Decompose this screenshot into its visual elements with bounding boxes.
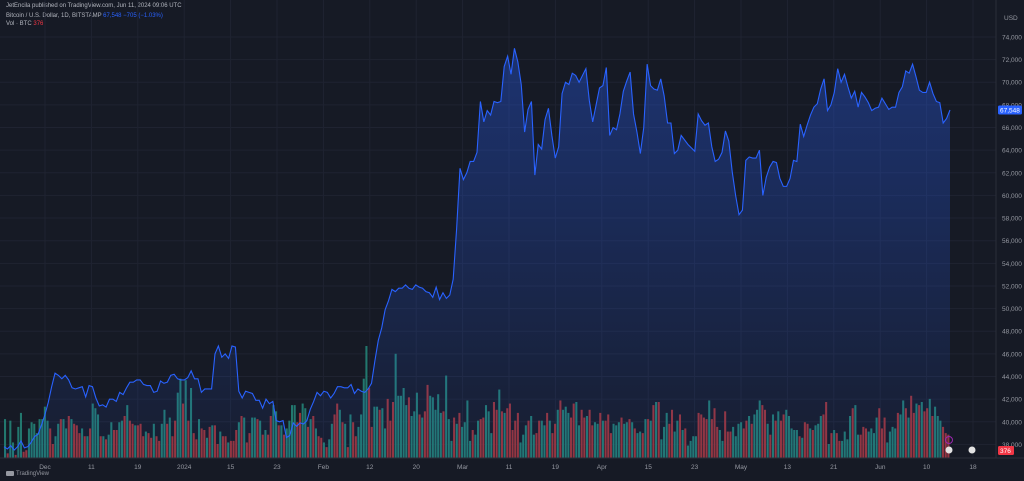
price-tick-label: 54,000 (1002, 261, 1022, 268)
price-tick-label: 60,000 (1002, 193, 1022, 200)
time-tick-label: Jun (875, 464, 886, 471)
price-line (3, 48, 951, 451)
event-marker-icon[interactable] (945, 436, 953, 444)
price-tick-label: 74,000 (1002, 34, 1022, 41)
price-tick-label: 44,000 (1002, 374, 1022, 381)
price-tick-label: 48,000 (1002, 329, 1022, 336)
time-tick-label: 23 (691, 464, 699, 471)
publisher-note: JetEncila published on TradingView.com, … (6, 3, 182, 9)
time-tick-label: 10 (923, 464, 931, 471)
time-axis: Dec 11 19 2024 15 23 Feb 12 20 Mar 11 19 Apr 15 23 May 1… (39, 464, 977, 471)
tradingview-logo-icon (6, 470, 14, 476)
time-tick-label: 19 (552, 464, 560, 471)
price-change: 67,548 −705 (−1.03%) (103, 13, 163, 19)
last-price-tag-box (998, 105, 1022, 115)
price-tick-label: 46,000 (1002, 351, 1022, 358)
last-price-tag-text: 67,548 (1000, 107, 1020, 114)
last-volume-tag: 376 (998, 446, 1014, 455)
volume-bar (4, 419, 7, 458)
price-tick-label: 50,000 (1002, 306, 1022, 313)
news-marker-icon[interactable] (945, 446, 953, 454)
currency-label: USD (1004, 15, 1018, 22)
price-tick-label: 64,000 (1002, 148, 1022, 155)
time-tick-label: Feb (318, 464, 330, 471)
volume-bar (30, 422, 33, 458)
last-volume-tag-box (998, 446, 1014, 455)
time-tick-label: 12 (366, 464, 374, 471)
volume-bar (27, 428, 30, 458)
time-tick-label: 11 (88, 464, 95, 471)
time-tick-label: 20 (413, 464, 421, 471)
price-tick-label: 58,000 (1002, 216, 1022, 223)
event-markers[interactable] (945, 436, 976, 454)
time-tick-label: 19 (134, 464, 142, 471)
price-tick-label: 40,000 (1002, 419, 1022, 426)
last-volume-tag-text: 376 (1000, 448, 1011, 455)
volume-bar (19, 412, 23, 458)
symbol-name: Bitcoin / U.S. Dollar, 1D, BITSTAMP (6, 13, 102, 19)
price-tick-label: 52,000 (1002, 283, 1022, 290)
price-tick-label: 66,000 (1002, 125, 1022, 132)
volume-bar (9, 420, 12, 458)
time-tick-label: 2024 (177, 464, 192, 471)
price-area (4, 48, 950, 458)
time-tick-label: Dec (39, 464, 51, 471)
news-marker-icon[interactable] (968, 446, 976, 454)
price-tick-label: 38,000 (1002, 442, 1022, 449)
volume-legend: Vol · BTC 376 (6, 21, 43, 27)
time-tick-label: May (735, 464, 748, 471)
price-tick-label: 62,000 (1002, 170, 1022, 177)
time-tick-label: 15 (645, 464, 653, 471)
time-tick-label: 13 (784, 464, 792, 471)
last-price-tag: 67,548 (998, 105, 1022, 115)
symbol-legend: Bitcoin / U.S. Dollar, 1D, BITSTAMP 67,5… (6, 13, 163, 19)
price-tick-label: 42,000 (1002, 397, 1022, 404)
volume-bar (17, 426, 20, 458)
time-tick-label: Apr (597, 464, 608, 471)
volume-value: 376 (33, 21, 44, 27)
time-tick-label: 15 (227, 464, 235, 471)
tradingview-logo: TradingView (6, 470, 50, 477)
time-tick-label: 18 (969, 464, 977, 471)
time-tick-label: 23 (273, 464, 281, 471)
volume-label: Vol · BTC (6, 21, 32, 27)
time-tick-label: Mar (457, 464, 469, 471)
price-tick-label: 72,000 (1002, 57, 1022, 64)
time-tick-label: 11 (506, 464, 513, 471)
price-tick-label: 56,000 (1002, 238, 1022, 245)
time-tick-label: 21 (830, 464, 838, 471)
price-tick-label: 70,000 (1002, 80, 1022, 87)
footer-text: TradingView (16, 471, 50, 477)
price-axis: 38,000 40,000 42,000 44,000 46,000 48,000 50,0… (1002, 34, 1022, 448)
